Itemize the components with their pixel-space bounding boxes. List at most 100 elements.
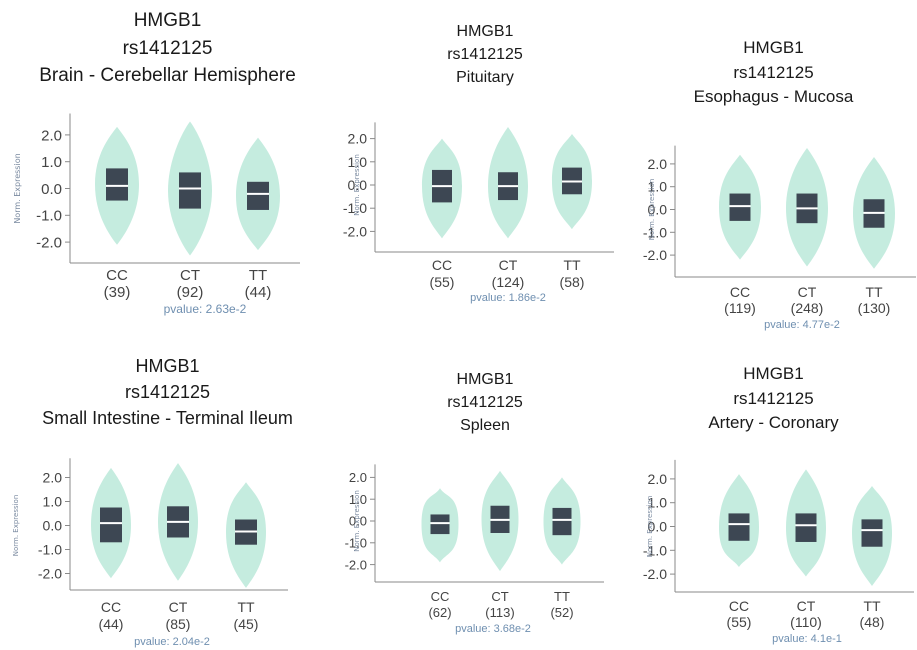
iqr-box [106,168,128,201]
gene-label: HMGB1 [743,38,804,57]
snp-label: rs1412125 [733,388,814,408]
x-category-label: CT [499,257,518,273]
x-count-label: (44) [245,284,272,301]
y-tick-label: -2.0 [643,247,667,263]
y-axis-title: Norm. Expression [12,495,20,557]
x-category-label: CC [106,267,128,284]
pvalue-label: pvalue: 4.77e-2 [764,319,840,331]
y-tick-label: -1.0 [345,535,367,550]
x-count-label: (55) [430,274,455,290]
x-category-label: TT [863,598,881,614]
x-count-label: (52) [550,605,573,620]
y-axis-title: Norm. Expression [648,179,656,241]
y-axis-title: Norm. Expression [13,153,22,223]
gene-label: HMGB1 [133,10,202,31]
x-category-label: CC [729,598,749,614]
x-count-label: (119) [724,300,756,316]
x-category-label: CT [180,267,200,284]
pvalue-label: pvalue: 2.63e-2 [164,302,247,316]
y-tick-label: 2.0 [41,127,62,144]
x-category-label: TT [554,589,570,604]
y-tick-label: -2.0 [38,566,62,582]
y-tick-label: 2.0 [648,156,668,172]
violin-chart: 2.0 1.0 0.0 -1.0 -2.0 Norm. Expression CC(39) C… [13,113,300,316]
tissue-label: Artery - Coronary [708,413,839,433]
y-tick-label: 1.0 [348,154,368,170]
y-tick-label: 0.0 [348,177,368,193]
y-tick-label: -2.0 [643,566,667,582]
gene-label: HMGB1 [135,356,200,376]
chart-panel: HMGB1 rs1412125 Pituitary 2.0 1.0 0.0 -1.0 -… [340,0,630,330]
violin-chart: 2.0 1.0 0.0 -1.0 -2.0 Norm. Expression CC(55) C… [343,122,614,304]
iqr-box [100,507,122,543]
y-axis-title: Norm. Expression [646,496,654,558]
gene-label: HMGB1 [456,23,514,40]
y-tick-label: 0.0 [43,518,63,534]
y-tick-label: 1.0 [648,179,668,195]
y-tick-label: 1.0 [648,495,668,511]
y-tick-label: -2.0 [36,235,62,252]
x-count-label: (62) [428,605,451,620]
y-tick-label: 1.0 [41,154,62,171]
chart-panel: HMGB1 rs1412125 Artery - Coronary 2.0 1.0… [630,335,917,650]
panel-title: HMGB1 rs1412125 Brain - Cerebellar Hemis… [0,7,335,90]
iqr-box [247,181,269,210]
snp-label: rs1412125 [122,37,213,59]
y-axis-title: Norm. Expression [353,154,361,216]
tissue-label: Pituitary [456,69,514,87]
x-count-label: (45) [234,616,259,632]
snp-label: rs1412125 [447,46,523,64]
y-tick-label: -1.0 [643,224,667,240]
y-tick-label: -2.0 [343,223,367,239]
y-tick-label: 2.0 [43,470,63,486]
y-tick-label: 1.0 [349,492,367,507]
tissue-label: Brain - Cerebellar Hemisphere [39,65,296,87]
y-tick-label: 0.0 [41,181,62,198]
y-tick-label: -1.0 [343,200,367,216]
iqr-box [795,513,817,542]
panel-title: HMGB1 rs1412125 Pituitary [340,20,630,90]
iqr-box [552,507,572,536]
x-category-label: CC [432,257,452,273]
gene-label: HMGB1 [456,371,514,388]
violin-chart: 2.0 1.0 0.0 -1.0 -2.0 Norm. Expression CC(62) C… [345,464,604,635]
x-count-label: (85) [166,616,191,632]
panel-title: HMGB1 rs1412125 Small Intestine - Termin… [0,353,335,431]
chart-panel: HMGB1 rs1412125 Spleen 2.0 1.0 0.0 -1.0 -2.0… [340,335,630,650]
iqr-box [729,193,751,221]
iqr-box [430,514,450,535]
pvalue-label: pvalue: 4.1e-1 [772,633,842,645]
y-tick-label: 2.0 [348,131,368,147]
panel-title: HMGB1 rs1412125 Spleen [340,368,630,438]
x-count-label: (58) [560,274,585,290]
snp-label: rs1412125 [733,62,814,82]
violin-chart: 2.0 1.0 0.0 -1.0 -2.0 Norm. Expression CC(55) C… [643,459,914,645]
y-tick-label: 2.0 [648,471,668,487]
x-category-label: CT [491,589,508,604]
y-tick-label: 2.0 [349,470,367,485]
y-tick-label: 0.0 [648,519,668,535]
chart-panel: HMGB1 rs1412125 Esophagus - Mucosa 2.0 1.… [630,0,917,335]
y-tick-label: -2.0 [345,557,367,572]
y-tick-label: -1.0 [38,542,62,558]
gene-label: HMGB1 [743,364,804,383]
violin-chart: 2.0 1.0 0.0 -1.0 -2.0 Norm. Expression CC(44) C… [12,458,288,648]
x-category-label: CT [798,284,817,300]
snp-label: rs1412125 [447,394,523,412]
x-count-label: (39) [104,284,131,301]
y-axis-title: Norm. Expression [353,490,361,552]
x-count-label: (92) [177,284,204,301]
x-category-label: TT [249,267,267,284]
y-tick-label: 1.0 [43,494,63,510]
x-category-label: CT [169,599,188,615]
y-tick-label: -1.0 [643,542,667,558]
pvalue-label: pvalue: 3.68e-2 [455,623,531,635]
iqr-box [179,172,201,209]
x-count-label: (248) [791,300,824,316]
pvalue-label: pvalue: 2.04e-2 [134,636,210,648]
y-tick-label: -1.0 [36,208,62,225]
panel-title: HMGB1 rs1412125 Esophagus - Mucosa [630,36,917,110]
y-tick-label: 0.0 [349,514,367,529]
x-category-label: TT [865,284,883,300]
x-count-label: (124) [492,274,525,290]
